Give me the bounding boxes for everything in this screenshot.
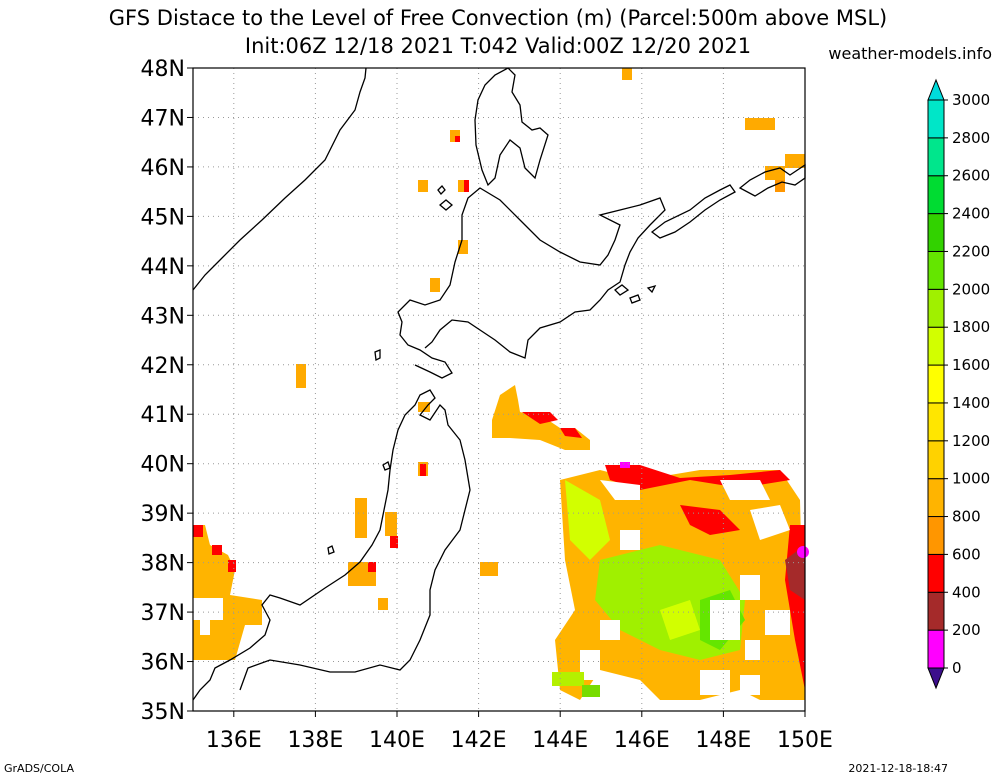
colorbar-segment (927, 213, 945, 252)
lat-tick-label: 48N (141, 57, 185, 82)
lat-tick-label: 37N (141, 601, 185, 626)
lat-tick-label: 45N (141, 205, 185, 230)
lat-tick-label: 44N (141, 255, 185, 280)
lat-lon-grid (193, 68, 805, 711)
colorbar-segment (927, 591, 945, 631)
colorbar-label: 2000 (952, 280, 990, 298)
lat-tick-label: 38N (141, 552, 185, 577)
colorbar-segment (927, 175, 945, 215)
colorbar-segment (927, 364, 945, 404)
lat-tick-label: 43N (141, 304, 185, 329)
footer-timestamp: 2021-12-18-18:47 (848, 762, 948, 775)
colorbar-label: 400 (952, 583, 981, 601)
lon-tick-label: 144E (532, 728, 588, 753)
colorbar-segment (927, 326, 945, 366)
colorbar-label: 2200 (952, 242, 990, 260)
lon-tick-label: 146E (614, 728, 670, 753)
colorbar-label: 1600 (952, 356, 990, 374)
colorbar-segment (927, 99, 945, 139)
colorbar-label: 800 (952, 508, 981, 526)
lon-tick-label: 138E (287, 728, 343, 753)
colorbar-segment (927, 629, 945, 669)
colorbar-label: 1800 (952, 318, 990, 336)
lon-tick-label: 140E (369, 728, 425, 753)
lon-tick-label: 136E (206, 728, 262, 753)
colorbar-label: 2400 (952, 205, 990, 223)
colorbar-high-arrow (927, 78, 945, 101)
colorbar-segment (927, 288, 945, 328)
colorbar-label: 1400 (952, 394, 990, 412)
map-frame (192, 67, 806, 712)
lat-tick-label: 36N (141, 651, 185, 676)
footer-credit: GrADS/COLA (4, 762, 74, 775)
colorbar-label: 0 (952, 659, 962, 677)
lat-tick-label: 42N (141, 354, 185, 379)
coastline (192, 67, 806, 701)
colorbar-label: 1000 (952, 470, 990, 488)
lat-tick-label: 46N (141, 156, 185, 181)
axis-labels: 35N 36N 37N 38N 39N 40N 41N 42N 43N 44N 45N 46N 47N 4… (141, 57, 833, 753)
colorbar-label: 1200 (952, 432, 990, 450)
lon-tick-label: 148E (695, 728, 751, 753)
colorbar-low-arrow (927, 667, 945, 690)
colorbar-label: 2600 (952, 167, 990, 185)
lon-tick-label: 142E (451, 728, 507, 753)
colorbar-segment (927, 553, 945, 593)
colorbar-label: 600 (952, 545, 981, 563)
lat-tick-label: 40N (141, 453, 185, 478)
colorbar-segment (927, 478, 945, 518)
colorbar: 0 200 400 600 800 1000 1200 1400 1600 1800 2000 220… (927, 78, 990, 690)
map-subtitle: Init:06Z 12/18 2021 T:042 Valid:00Z 12/2… (244, 34, 752, 58)
colorbar-segment (927, 137, 945, 177)
lfc-shaded-field (193, 68, 809, 700)
lat-tick-label: 41N (141, 403, 185, 428)
lat-tick-label: 39N (141, 502, 185, 527)
colorbar-label: 2800 (952, 129, 990, 147)
colorbar-segment (927, 516, 945, 555)
colorbar-segment (927, 402, 945, 442)
lat-tick-label: 35N (141, 700, 185, 725)
colorbar-label: 200 (952, 621, 981, 639)
lon-tick-label: 150E (777, 728, 833, 753)
colorbar-label: 3000 (952, 91, 990, 109)
map-title: GFS Distace to the Level of Free Convect… (108, 6, 888, 30)
lat-tick-label: 47N (141, 106, 185, 131)
colorbar-segment (927, 250, 945, 290)
brand-label: weather-models.info (828, 44, 992, 63)
colorbar-segment (927, 440, 945, 480)
